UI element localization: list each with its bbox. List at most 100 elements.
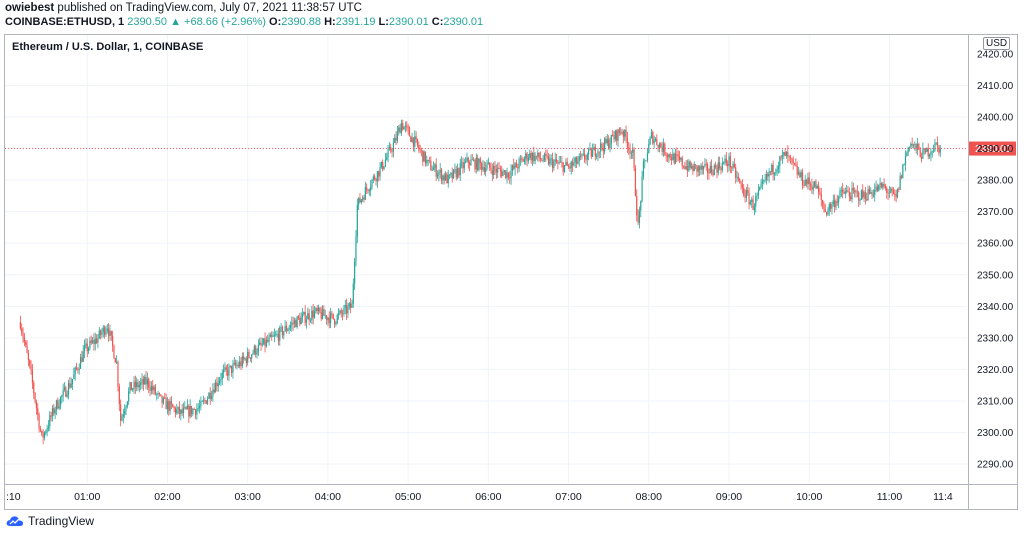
candle-body: [932, 150, 935, 152]
candle-body: [851, 188, 853, 200]
candle-body: [495, 169, 497, 173]
candle-body: [773, 172, 776, 175]
candle-body: [81, 357, 83, 362]
candle-body: [168, 401, 170, 411]
candle-body: [684, 166, 686, 169]
candle-body: [61, 395, 63, 398]
candle-body: [768, 171, 770, 177]
candle-body: [463, 162, 465, 169]
candle-body: [498, 167, 500, 169]
candle-body: [400, 123, 403, 134]
candle-body: [705, 163, 707, 165]
candle-body: [681, 157, 683, 166]
candle-body: [761, 181, 764, 184]
candle-body: [779, 156, 781, 167]
candle-body: [815, 181, 817, 189]
candle-body: [646, 153, 649, 161]
candle-body: [827, 210, 829, 215]
candle-body: [428, 159, 431, 161]
candle-body: [471, 159, 473, 161]
candle-body: [622, 131, 624, 137]
tradingview-brand[interactable]: TradingView: [6, 514, 94, 528]
publisher-name: owiebest: [5, 2, 55, 14]
candle-body: [776, 169, 778, 173]
candle-body: [398, 127, 400, 132]
candle-body: [896, 188, 899, 197]
candle-body: [899, 175, 901, 190]
candle-body: [244, 358, 246, 360]
candle-body: [403, 126, 405, 130]
candle-body: [507, 172, 509, 178]
x-tick-label: 11:00: [877, 491, 903, 503]
candle-body: [491, 170, 493, 175]
candle-body: [613, 136, 615, 140]
candle-body: [713, 165, 715, 176]
candle-body: [212, 389, 214, 397]
candle-body: [406, 125, 408, 127]
candle-body: [228, 366, 230, 376]
candle-body: [860, 190, 862, 200]
candle-body: [918, 144, 920, 150]
candle-body: [867, 189, 869, 201]
currency-button[interactable]: USD: [983, 37, 1011, 50]
candle-body: [848, 192, 850, 197]
candle-body: [158, 393, 161, 395]
tradingview-cloud-icon: [6, 516, 24, 526]
candle-body: [785, 151, 788, 157]
candle-body: [138, 385, 140, 388]
candle-body: [697, 166, 699, 172]
candle-body: [350, 303, 352, 309]
candle-body: [503, 170, 505, 172]
candle-body: [260, 342, 262, 345]
candle-body: [279, 327, 281, 341]
candle-body: [898, 188, 900, 190]
candle-body: [478, 158, 480, 171]
candle-body: [756, 195, 758, 197]
candle-body: [505, 170, 507, 179]
candle-body: [506, 172, 508, 179]
candle-body: [585, 159, 587, 161]
candle-body: [272, 336, 274, 338]
candle-body: [170, 401, 173, 405]
candle-body: [590, 148, 592, 157]
x-tick-label: 06:00: [475, 491, 501, 503]
candle-body: [787, 151, 789, 157]
candle-body: [755, 196, 757, 207]
candle-body: [300, 317, 302, 325]
candle-body: [922, 149, 924, 159]
candle-body: [328, 317, 330, 324]
candle-body: [602, 147, 604, 152]
candle-body: [436, 174, 439, 177]
candle-body: [58, 406, 60, 409]
candle-body: [830, 204, 832, 209]
candle-body: [550, 158, 552, 160]
candle-body: [931, 151, 933, 153]
candle-body: [689, 161, 691, 168]
candle-body: [581, 154, 583, 157]
candle-body: [118, 386, 120, 405]
publish-info: owiebest published on TradingView.com, J…: [5, 2, 362, 14]
candle-body: [289, 325, 292, 328]
low-value: 2390.01: [388, 16, 429, 28]
candle-body: [559, 161, 562, 163]
candle-body: [150, 386, 153, 391]
candle-body: [509, 177, 511, 179]
candle-body: [493, 165, 495, 175]
candle-body: [141, 379, 143, 383]
candle-body: [510, 170, 512, 179]
candle-body: [888, 192, 891, 194]
candle-body: [736, 176, 738, 178]
candle-body: [77, 368, 79, 370]
candle-body: [439, 169, 441, 173]
candle-body: [939, 148, 941, 153]
y-tick-label: 2310.00: [977, 396, 1014, 407]
candle-body: [280, 327, 282, 328]
candle-body: [166, 401, 169, 410]
candle-body: [824, 209, 826, 213]
candle-body: [182, 408, 185, 414]
candle-body: [335, 322, 337, 325]
candle-body: [926, 148, 928, 153]
candle-body: [725, 158, 727, 164]
candle-body: [474, 159, 476, 170]
